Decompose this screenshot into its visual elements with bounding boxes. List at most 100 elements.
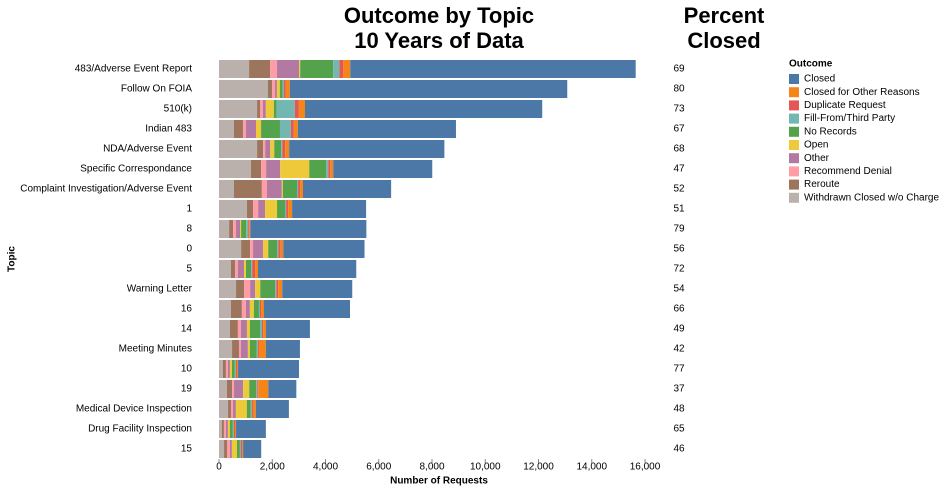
bar-segment (263, 140, 266, 158)
bar-segment (238, 340, 241, 358)
bar-segment (249, 300, 254, 318)
bar-segment (261, 160, 267, 178)
bar-segment (241, 300, 246, 318)
bar-segment (258, 200, 266, 218)
bar-segment (255, 400, 289, 418)
bar-segment (261, 320, 264, 338)
bar-segment (250, 160, 262, 178)
y-tick-label: 19 (181, 384, 193, 395)
bar-segment (219, 380, 227, 398)
x-tick-label: 6,000 (366, 462, 391, 473)
percent-title: Closed (687, 28, 760, 53)
bar-segment (219, 320, 230, 338)
bar-segment (229, 440, 232, 458)
bar-segment (219, 80, 268, 98)
bar-segment (229, 360, 232, 378)
bar-segment (249, 320, 261, 338)
bar-segment (283, 240, 365, 258)
bar-segment (230, 260, 235, 278)
bar-segment (219, 300, 231, 318)
bar-segment (289, 140, 445, 158)
legend-label: Withdrawn Closed w/o Charge (804, 192, 939, 203)
percent-closed: 72 (673, 264, 685, 275)
y-tick-label: 14 (181, 324, 193, 335)
bar-segment (268, 380, 297, 398)
bar-segment (232, 380, 235, 398)
y-tick-label: 1 (186, 204, 192, 215)
bar-segment (274, 140, 282, 158)
bar-segment (243, 380, 250, 398)
bar-segment (288, 200, 293, 218)
bar-segment (289, 80, 568, 98)
bar-segment (281, 140, 283, 158)
bar-segment (234, 380, 244, 398)
bar-segment (280, 160, 310, 178)
bar-segment (245, 120, 257, 138)
bar-segment (292, 200, 367, 218)
legend-swatch (789, 140, 799, 150)
x-tick-label: 14,000 (576, 462, 607, 473)
bar-segment (276, 280, 279, 298)
y-tick-label: Warning Letter (127, 284, 193, 295)
x-tick-label: 8,000 (419, 462, 444, 473)
y-tick-label: 483/Adverse Event Report (75, 64, 193, 75)
bar-segment (219, 180, 234, 198)
bar-segment (233, 220, 237, 238)
x-tick-label: 0 (216, 462, 222, 473)
bar-segment (234, 260, 238, 278)
bar-segment (219, 60, 250, 78)
legend-swatch (789, 74, 799, 84)
bar-segment (339, 60, 344, 78)
legend-label: Fill-From/Third Party (804, 113, 895, 124)
bar-segment (266, 160, 281, 178)
bar-segment (253, 240, 264, 258)
bar-segment (219, 160, 251, 178)
bar-segment (261, 300, 264, 318)
bar-segment (241, 240, 251, 258)
bar-segment (246, 320, 250, 338)
y-axis-title: Topic (7, 246, 18, 272)
bar-segment (237, 260, 245, 278)
bar-segment (226, 440, 230, 458)
bar-segment (256, 120, 262, 138)
bar-segment (263, 300, 350, 318)
bar-segment (246, 220, 249, 238)
bar-segment (237, 320, 241, 338)
bar-segment (249, 340, 257, 358)
bar-segment (258, 260, 357, 278)
bar-segment (229, 420, 233, 438)
bar-segment (219, 140, 258, 158)
bar-segment (297, 120, 456, 138)
percent-closed: 48 (673, 404, 685, 415)
bar-segment (230, 300, 242, 318)
legend-swatch (789, 113, 799, 124)
legend-title: Outcome (789, 59, 833, 70)
legend-label: Duplicate Request (804, 100, 886, 111)
bar-segment (246, 260, 252, 278)
legend-label: Recommend Denial (804, 166, 892, 177)
chart-title: Outcome by Topic (344, 3, 534, 28)
bar-segment (231, 440, 237, 458)
y-tick-label: 10 (181, 364, 193, 375)
bar-segment (219, 100, 258, 118)
legend-swatch (789, 153, 799, 164)
bar-segment (299, 60, 301, 78)
bar-segment (282, 280, 353, 298)
bar-segment (263, 320, 266, 338)
legend-label: Closed for Other Reasons (804, 87, 920, 98)
bar-segment (278, 280, 283, 298)
bar-segment (285, 200, 287, 218)
bar-segment (255, 260, 259, 278)
bar-segment (219, 200, 247, 218)
bar-segment (277, 200, 286, 218)
bar-segment (270, 140, 275, 158)
legend-label: Reroute (804, 179, 840, 190)
bar-segment (333, 60, 340, 78)
legend-label: Closed (804, 74, 835, 85)
bar-segment (256, 380, 258, 398)
bar-segment (246, 400, 251, 418)
bar-segment (252, 400, 256, 418)
bar-segment (268, 240, 278, 258)
bar-segment (255, 280, 261, 298)
